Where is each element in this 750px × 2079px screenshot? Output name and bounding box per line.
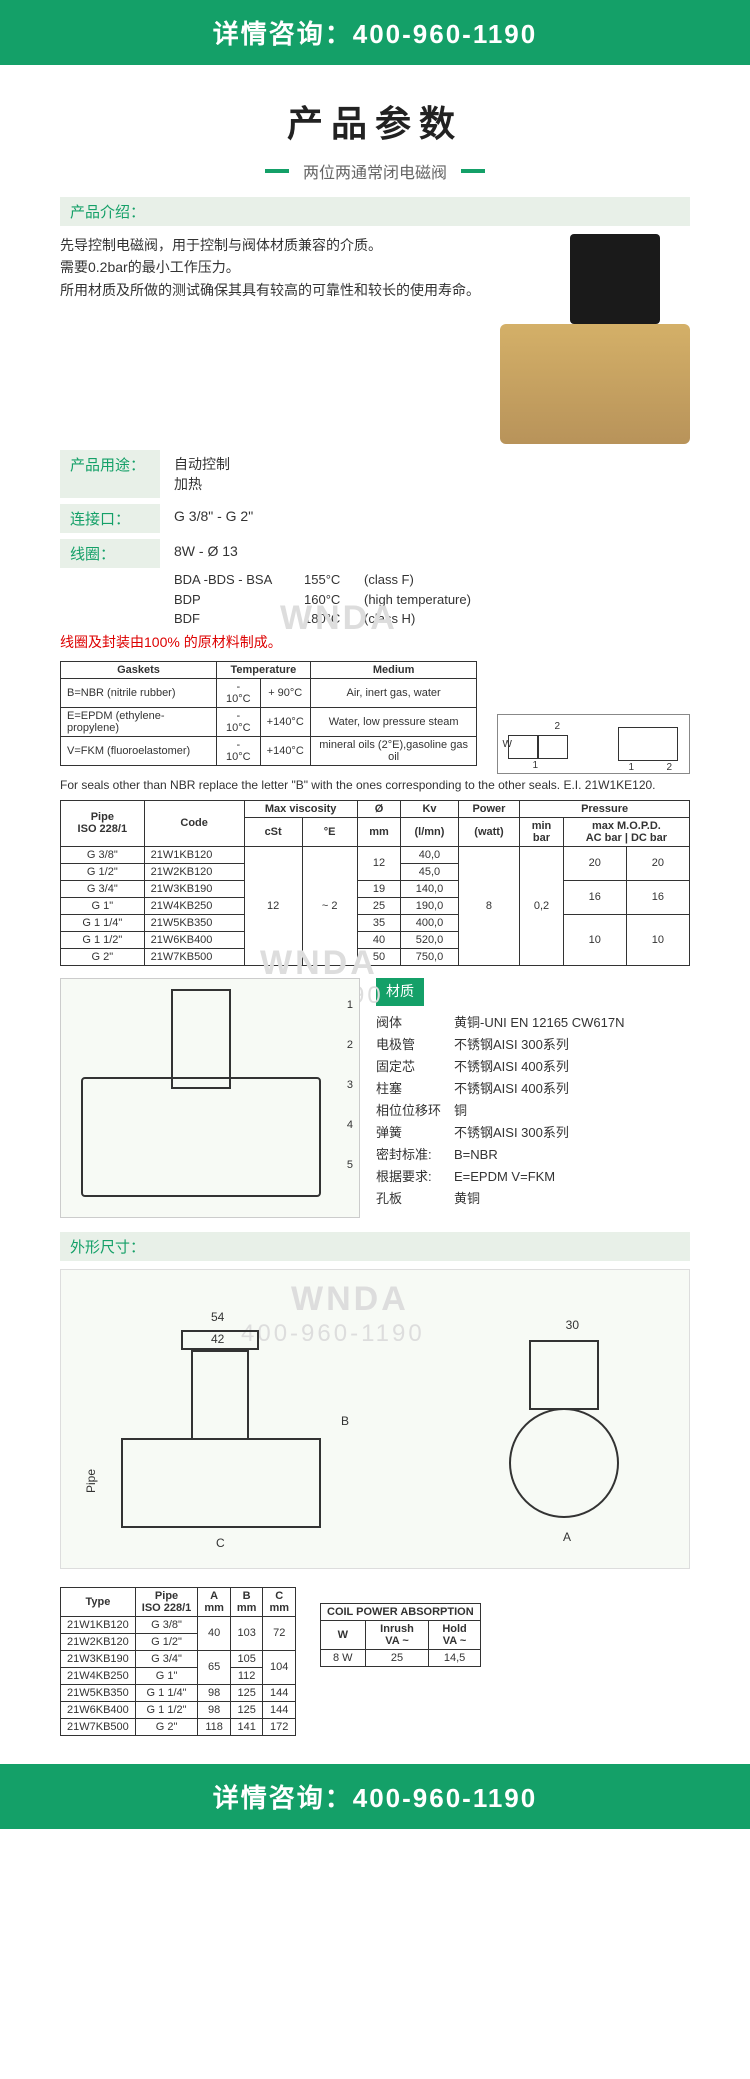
coil-power-table: COIL POWER ABSORPTION WInrush VA ~Hold V… [320, 1603, 481, 1667]
subtitle: 两位两通常闭电磁阀 [303, 159, 447, 183]
intro-text: 先导控制电磁阀，用于控制与阀体材质兼容的介质。 需要0.2bar的最小工作压力。… [60, 234, 482, 444]
outline-diagram: WNDA 400-960-1190 54 42 Pipe C B 30 A [60, 1269, 690, 1569]
spec-table: Pipe ISO 228/1 Code Max viscosity Ø Kv P… [60, 800, 690, 966]
coil-red-note: 线圈及封装由100% 的原材料制成。 [60, 634, 282, 650]
symbol-diagram: W 1 2 1 2 [497, 714, 690, 774]
coil-value: 8W - Ø 13 [160, 539, 690, 568]
port-label: 连接口： [60, 504, 160, 533]
seal-note: For seals other than NBR replace the let… [60, 778, 690, 792]
intro-label: 产品介绍： [60, 197, 690, 226]
intro-line: 需要0.2bar的最小工作压力。 [60, 256, 482, 278]
materials-panel: 材质 阀体黄铜-UNI EN 12165 CW617N 电极管不锈钢AISI 3… [376, 978, 690, 1218]
intro-line: 先导控制电磁阀，用于控制与阀体材质兼容的介质。 [60, 234, 482, 256]
gasket-table: GasketsTemperatureMedium B=NBR (nitrile … [60, 661, 477, 766]
page-title: 产品参数 [0, 95, 750, 147]
port-value: G 3/8" - G 2" [160, 504, 690, 533]
product-image [500, 234, 690, 444]
use-label: 产品用途： [60, 450, 160, 498]
top-banner: 详情咨询：400-960-1190 [0, 0, 750, 65]
cross-section-diagram: 1 2 3 4 5 [60, 978, 360, 1218]
outline-label: 外形尺寸： [60, 1232, 690, 1261]
use-value: 自动控制 加热 [160, 450, 690, 498]
watermark: WNDA [280, 591, 398, 645]
section-title: 产品参数 两位两通常闭电磁阀 [0, 95, 750, 183]
coil-label: 线圈： [60, 539, 160, 568]
intro-line: 所用材质及所做的测试确保其具有较高的可靠性和较长的使用寿命。 [60, 279, 482, 301]
dimension-table: Type Pipe ISO 228/1 A mm B mm C mm 21W1K… [60, 1587, 296, 1736]
bottom-banner: 详情咨询：400-960-1190 [0, 1764, 750, 1829]
